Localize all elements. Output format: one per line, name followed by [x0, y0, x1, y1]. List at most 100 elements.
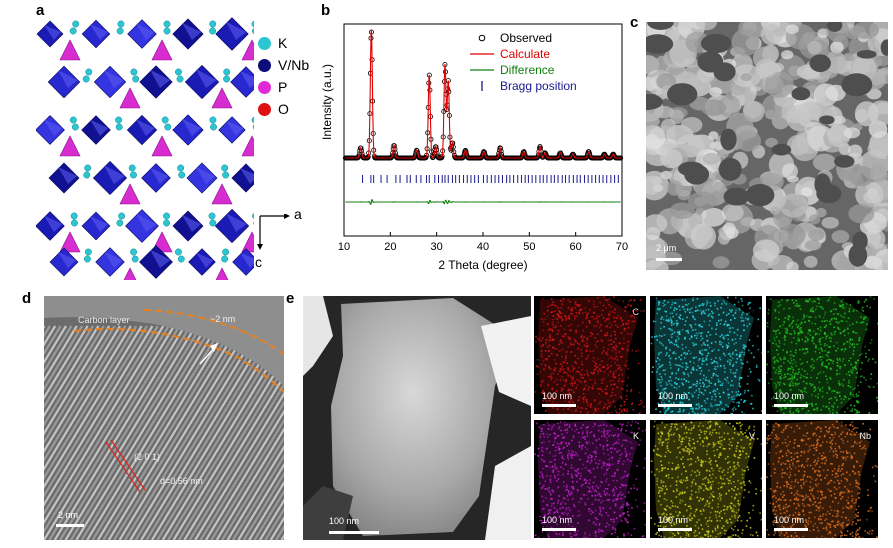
- signal-dot: [555, 436, 557, 439]
- signal-dot: [588, 320, 590, 322]
- signal-dot: [586, 372, 589, 375]
- signal-dot: [673, 323, 675, 325]
- signal-dot: [588, 510, 590, 513]
- signal-dot: [679, 511, 681, 514]
- signal-dot: [695, 389, 698, 392]
- signal-dot: [670, 384, 673, 387]
- signal-dot: [684, 536, 687, 538]
- signal-dot: [606, 364, 609, 366]
- signal-dot: [714, 390, 717, 392]
- signal-dot: [583, 387, 586, 390]
- signal-dot: [560, 390, 563, 392]
- signal-dot: [545, 448, 548, 450]
- signal-dot: [715, 412, 717, 414]
- void-shape: [826, 22, 843, 32]
- particle-shape: [712, 256, 730, 269]
- signal-dot: [591, 488, 594, 490]
- signal-dot: [676, 335, 679, 338]
- signal-dot: [571, 409, 574, 412]
- signal-dot: [614, 311, 616, 314]
- signal-dot: [680, 440, 682, 443]
- signal-dot: [792, 412, 795, 414]
- signal-dot: [660, 335, 663, 337]
- signal-dot: [720, 494, 723, 496]
- signal-dot: [798, 382, 800, 385]
- signal-dot: [849, 343, 852, 345]
- signal-dot: [828, 358, 830, 361]
- potassium-atom: [208, 212, 216, 220]
- signal-dot: [616, 536, 619, 538]
- signal-dot: [554, 476, 557, 479]
- signal-dot: [793, 330, 795, 332]
- signal-dot: [670, 428, 672, 431]
- signal-dot: [711, 327, 713, 330]
- signal-dot: [857, 401, 860, 404]
- signal-dot: [541, 297, 544, 300]
- signal-dot: [727, 382, 730, 384]
- signal-dot: [602, 500, 604, 502]
- signal-dot: [679, 502, 681, 504]
- signal-dot: [608, 344, 610, 346]
- signal-dot: [815, 347, 817, 349]
- signal-dot: [779, 357, 781, 359]
- signal-dot: [605, 472, 608, 475]
- particle-shape: [855, 109, 869, 123]
- signal-dot: [695, 403, 698, 406]
- signal-dot: [578, 305, 580, 307]
- signal-dot: [565, 489, 567, 492]
- signal-dot: [546, 357, 548, 360]
- sem-scalebar-label: 2 μm: [656, 243, 677, 253]
- signal-dot: [723, 438, 726, 441]
- signal-dot: [787, 299, 789, 301]
- signal-dot: [738, 307, 741, 310]
- signal-dot: [825, 337, 827, 340]
- signal-dot: [570, 491, 573, 494]
- signal-dot: [567, 450, 570, 452]
- signal-dot: [838, 380, 840, 382]
- signal-dot: [738, 394, 741, 397]
- signal-dot: [803, 313, 805, 316]
- signal-dot: [554, 368, 556, 370]
- signal-dot: [732, 314, 735, 317]
- signal-dot: [608, 524, 610, 526]
- signal-dot: [797, 337, 800, 339]
- signal-dot: [744, 456, 747, 459]
- element-map-p: P 100 nm: [766, 296, 878, 414]
- signal-dot: [671, 333, 674, 335]
- signal-dot: [752, 504, 755, 507]
- signal-dot: [733, 468, 736, 471]
- signal-dot: [816, 409, 819, 412]
- signal-dot: [581, 368, 583, 371]
- signal-dot: [800, 408, 803, 410]
- signal-dot: [552, 321, 554, 324]
- signal-dot: [739, 427, 742, 430]
- signal-dot: [575, 533, 578, 536]
- signal-dot: [611, 388, 614, 390]
- signal-dot: [693, 342, 695, 345]
- signal-dot: [595, 363, 598, 365]
- signal-dot: [620, 397, 623, 400]
- signal-dot: [595, 367, 598, 369]
- signal-dot: [607, 454, 610, 456]
- signal-dot: [616, 386, 619, 389]
- signal-dot: [684, 310, 687, 313]
- signal-dot: [594, 407, 597, 410]
- signal-dot: [826, 378, 828, 381]
- signal-dot: [679, 333, 681, 336]
- signal-dot: [685, 362, 687, 365]
- signal-dot: [551, 387, 554, 390]
- signal-dot: [801, 362, 804, 364]
- signal-dot: [775, 386, 777, 389]
- signal-dot: [818, 333, 821, 335]
- potassium-atom: [130, 68, 138, 76]
- signal-dot: [720, 319, 723, 321]
- signal-dot: [541, 427, 543, 430]
- signal-dot: [633, 320, 636, 322]
- signal-dot: [605, 325, 608, 328]
- signal-dot: [678, 385, 681, 388]
- signal-dot: [542, 433, 545, 436]
- signal-dot: [585, 441, 588, 443]
- signal-dot: [742, 319, 745, 322]
- signal-dot: [817, 328, 819, 330]
- sem-scalebar: [656, 258, 682, 261]
